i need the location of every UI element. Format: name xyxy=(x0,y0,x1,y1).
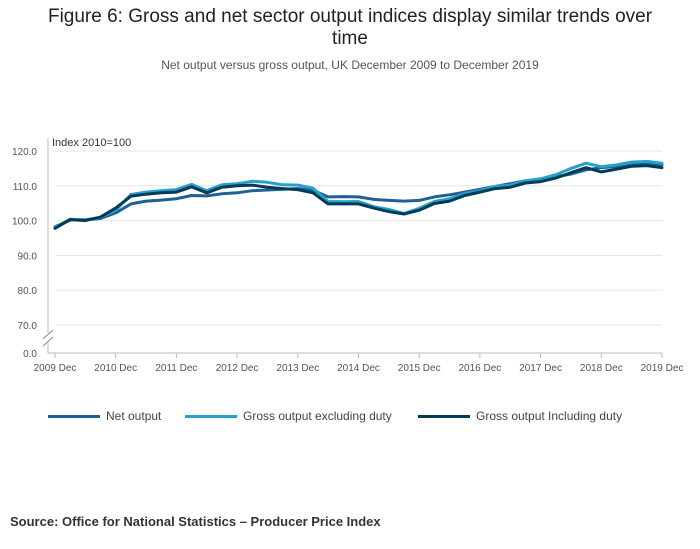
series-lines xyxy=(53,159,664,230)
y-tick-label: 0.0 xyxy=(23,349,37,360)
chart-subtitle: Net output versus gross output, UK Decem… xyxy=(161,58,539,72)
chart-title: Figure 6: Gross and net sector output in… xyxy=(0,6,700,50)
series-line xyxy=(53,159,664,230)
legend-swatch xyxy=(185,414,237,418)
x-tick-label: 2012 Dec xyxy=(216,363,259,374)
x-tick-label: 2019 Dec xyxy=(641,363,684,374)
axis-break-mark xyxy=(42,336,54,347)
chart-title-line2: time xyxy=(332,28,368,49)
y-tick-label: 100.0 xyxy=(12,217,37,228)
x-tick-label: 2011 Dec xyxy=(155,363,197,374)
y-axis-title: Index 2010=100 xyxy=(52,137,131,149)
axes xyxy=(42,138,663,358)
x-tick-label: 2009 Dec xyxy=(34,363,77,374)
y-tick-label: 70.0 xyxy=(18,321,38,332)
x-tick-label: 2016 Dec xyxy=(458,363,501,374)
legend-swatch xyxy=(418,414,470,418)
x-tick-label: 2017 Dec xyxy=(519,363,562,374)
x-tick-label: 2015 Dec xyxy=(398,363,441,374)
legend-item: Gross output Including duty xyxy=(418,409,622,423)
legend-item: Gross output excluding duty xyxy=(185,409,392,423)
y-tick-label: 120.0 xyxy=(12,147,37,158)
axis-labels: 120.0 110.0 100.0 90.0 80.0 70.0 0.0 Index 2010… xyxy=(12,137,683,374)
y-tick-label: 80.0 xyxy=(18,286,38,297)
legend-item: Net output xyxy=(48,409,161,423)
y-tick-label: 110.0 xyxy=(13,182,38,193)
chart-title-line1: Figure 6: Gross and net sector output in… xyxy=(47,6,653,27)
y-tick-label: 90.0 xyxy=(18,251,38,262)
source-note: Source: Office for National Statistics –… xyxy=(10,514,381,529)
legend-label: Gross output Including duty xyxy=(476,409,623,423)
legend-label: Gross output excluding duty xyxy=(243,409,392,423)
line-chart: 120.0 110.0 100.0 90.0 80.0 70.0 0.0 Index 2010… xyxy=(12,137,683,374)
axis-break-mark xyxy=(42,329,54,340)
gridlines xyxy=(55,150,662,326)
x-tick-label: 2013 Dec xyxy=(276,363,319,374)
x-tick-label: 2010 Dec xyxy=(94,363,137,374)
x-tick-label: 2018 Dec xyxy=(580,363,623,374)
legend-label: Net output xyxy=(106,409,162,423)
x-tick-label: 2014 Dec xyxy=(337,363,380,374)
series-line xyxy=(53,164,664,230)
legend-swatch xyxy=(48,414,100,418)
